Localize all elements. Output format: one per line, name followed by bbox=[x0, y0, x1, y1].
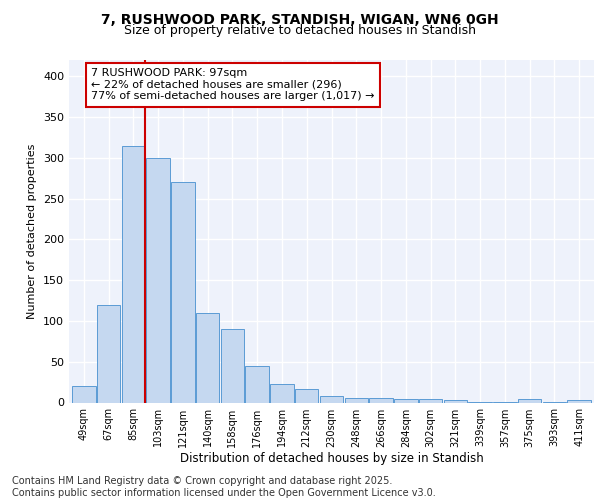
Bar bbox=[245, 366, 269, 403]
Bar bbox=[171, 182, 194, 402]
Bar bbox=[443, 400, 467, 402]
Bar bbox=[344, 398, 368, 402]
Bar bbox=[295, 390, 319, 402]
Bar bbox=[146, 158, 170, 402]
Bar bbox=[196, 313, 220, 402]
Bar bbox=[394, 399, 418, 402]
Text: 7, RUSHWOOD PARK, STANDISH, WIGAN, WN6 0GH: 7, RUSHWOOD PARK, STANDISH, WIGAN, WN6 0… bbox=[101, 12, 499, 26]
Bar bbox=[518, 399, 541, 402]
Bar bbox=[72, 386, 95, 402]
Text: Contains HM Land Registry data © Crown copyright and database right 2025.
Contai: Contains HM Land Registry data © Crown c… bbox=[12, 476, 436, 498]
Bar bbox=[419, 399, 442, 402]
Y-axis label: Number of detached properties: Number of detached properties bbox=[28, 144, 37, 319]
Bar bbox=[221, 329, 244, 402]
Bar bbox=[122, 146, 145, 402]
Bar bbox=[369, 398, 393, 402]
Bar bbox=[320, 396, 343, 402]
Text: 7 RUSHWOOD PARK: 97sqm
← 22% of detached houses are smaller (296)
77% of semi-de: 7 RUSHWOOD PARK: 97sqm ← 22% of detached… bbox=[91, 68, 375, 102]
Bar bbox=[568, 400, 591, 402]
Bar bbox=[97, 304, 121, 402]
Bar bbox=[270, 384, 294, 402]
Text: Size of property relative to detached houses in Standish: Size of property relative to detached ho… bbox=[124, 24, 476, 37]
X-axis label: Distribution of detached houses by size in Standish: Distribution of detached houses by size … bbox=[179, 452, 484, 466]
